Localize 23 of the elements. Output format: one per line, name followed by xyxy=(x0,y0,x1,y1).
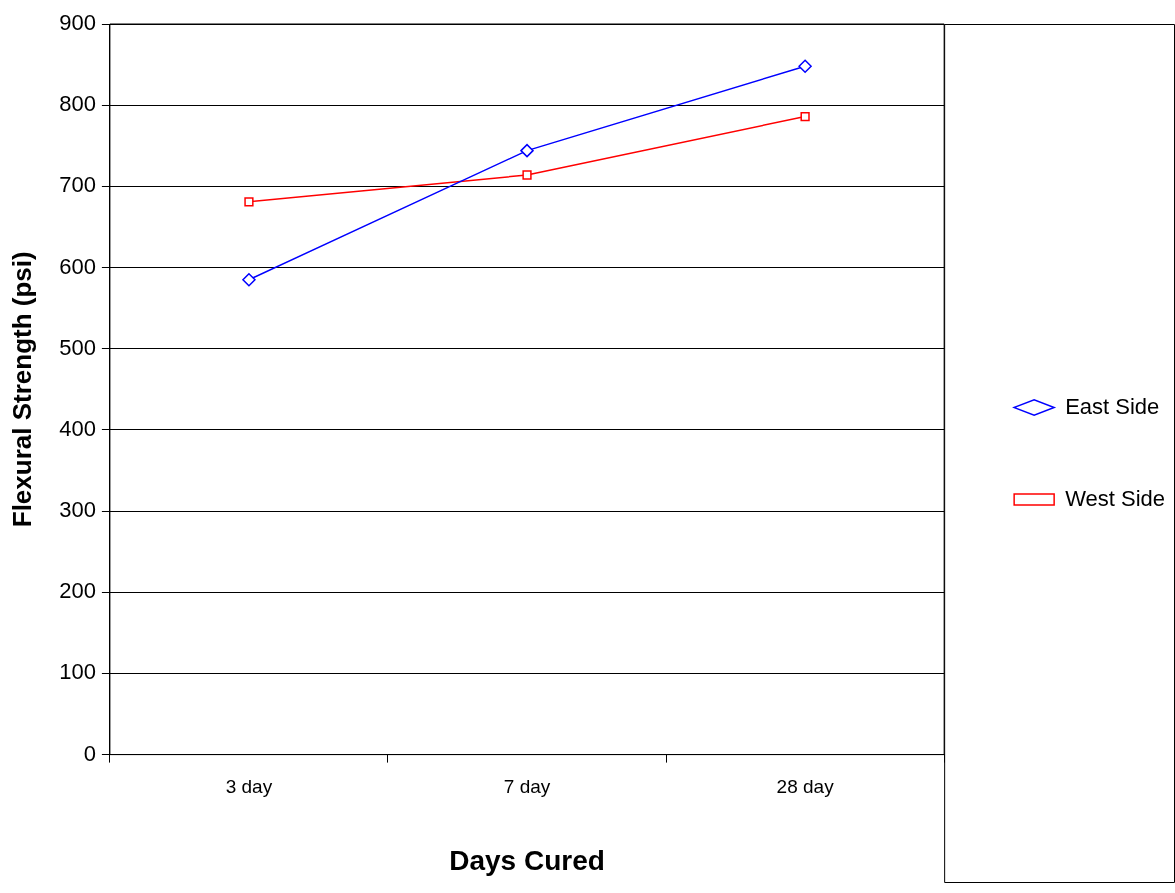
y-tick-label: 600 xyxy=(59,253,96,279)
y-tick-label: 900 xyxy=(59,10,96,36)
legend-label: East Side xyxy=(1065,393,1160,419)
x-tick-label: 7 day xyxy=(503,776,551,798)
point xyxy=(520,143,534,158)
y-tick-label: 800 xyxy=(59,91,96,117)
y-tick-label: 0 xyxy=(83,740,96,766)
y-axis-title: Flexural Strength (psi) xyxy=(6,251,37,528)
y-tick-label: 500 xyxy=(59,334,96,360)
y-tick-label: 300 xyxy=(59,497,96,523)
y-tick-label: 700 xyxy=(59,172,96,198)
legend-label: West Side xyxy=(1065,485,1165,511)
point xyxy=(798,59,812,73)
x-axis-title: Days Cured xyxy=(449,844,605,876)
point xyxy=(244,197,254,207)
x-tick-label: 3 day xyxy=(225,776,273,798)
y-tick-label: 400 xyxy=(59,415,96,441)
x-tick-label: 28 day xyxy=(776,776,835,798)
point xyxy=(522,170,532,180)
y-tick-label: 200 xyxy=(59,578,96,604)
point xyxy=(800,111,810,122)
point xyxy=(242,272,256,287)
y-tick-label: 100 xyxy=(59,659,96,685)
